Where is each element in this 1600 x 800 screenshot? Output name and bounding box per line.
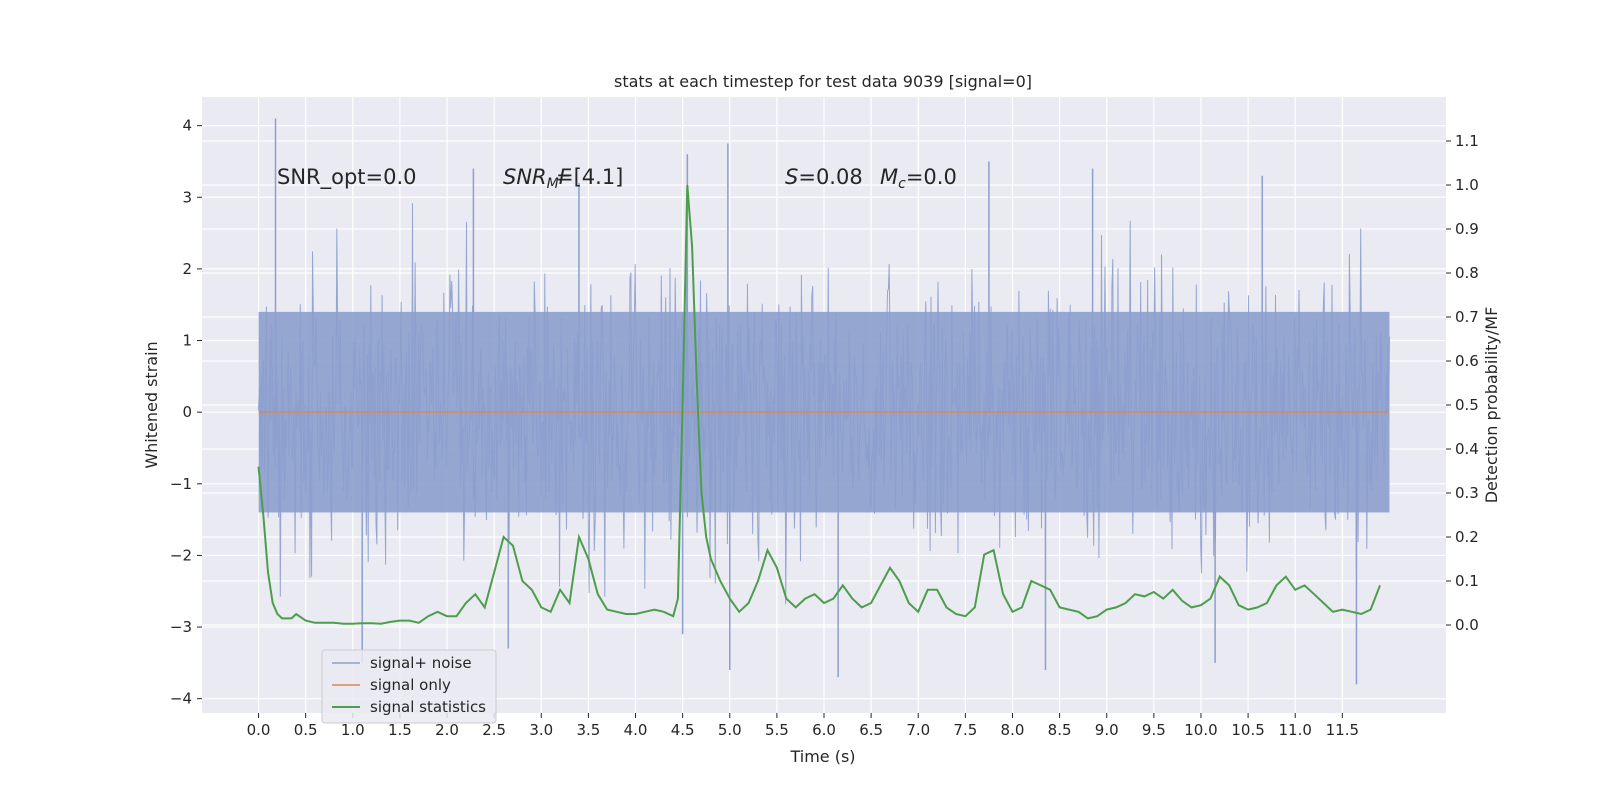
y-tick-label: −3 <box>170 618 192 636</box>
y2-tick-label: 0.8 <box>1455 264 1479 282</box>
x-tick-label: 3.0 <box>529 721 553 739</box>
x-tick-label: 11.0 <box>1279 721 1312 739</box>
x-tick-label: 9.5 <box>1142 721 1166 739</box>
y-tick-label: 3 <box>182 188 192 206</box>
y-tick-label: 2 <box>182 260 192 278</box>
x-tick-label: 9.0 <box>1095 721 1119 739</box>
y2-tick-label: 0.3 <box>1455 484 1479 502</box>
y2-axis-label: Detection probability/MF <box>1482 307 1501 504</box>
legend-label-signal-only: signal only <box>370 676 451 694</box>
annotation-s-var: S <box>785 165 798 189</box>
annotation-mc-sub: c <box>898 176 906 192</box>
y-tick-label: 4 <box>182 117 192 135</box>
y2-tick-label: 0.2 <box>1455 528 1479 546</box>
y-axis-label: Whitened strain <box>142 341 161 468</box>
y2-tick-label: 0.1 <box>1455 572 1479 590</box>
legend-label-signal-statistics: signal statistics <box>370 698 486 716</box>
y-tick-label: −4 <box>170 690 192 708</box>
annotation-mc: Mc=0.0 <box>880 165 957 192</box>
x-tick-label: 7.0 <box>906 721 930 739</box>
series-signal-statistics <box>257 184 1381 625</box>
annotation-mc-value: =0.0 <box>906 165 957 189</box>
y-tick-label: −2 <box>170 546 192 564</box>
x-tick-label: 6.0 <box>812 721 836 739</box>
x-tick-label: 0.5 <box>294 721 318 739</box>
y-tick-label: 1 <box>182 332 192 350</box>
noise-trace <box>258 203 1390 605</box>
legend: signal+ noise signal only signal statist… <box>321 649 497 724</box>
chart-title: stats at each timestep for test data 903… <box>614 72 1032 91</box>
annotation-snr-mf-main: SNR <box>503 165 547 189</box>
y2-tick-label: 0.4 <box>1455 440 1479 458</box>
y2-axis-ticks: 0.0 0.1 0.2 0.3 0.4 0.5 0.6 0.7 0.8 0.9 1.0 1.1 <box>1446 132 1479 634</box>
y2-tick-label: 0.6 <box>1455 352 1479 370</box>
x-axis-ticks: 0.0 0.5 1.0 1.5 2.0 2.5 3.0 3.5 4.0 4.5 5.0 5.5 6.0 6… <box>247 713 1359 739</box>
y-tick-label: 0 <box>182 403 192 421</box>
annotation-s: S=0.08 <box>785 165 863 189</box>
x-tick-label: 2.5 <box>482 721 506 739</box>
x-tick-label: 1.0 <box>341 721 365 739</box>
legend-label-signal-noise: signal+ noise <box>370 654 472 672</box>
y2-tick-label: 1.1 <box>1455 132 1479 150</box>
annotation-s-value: =0.08 <box>798 165 862 189</box>
x-tick-label: 0.0 <box>247 721 271 739</box>
legend-box <box>321 649 497 724</box>
x-tick-label: 4.0 <box>624 721 648 739</box>
x-tick-label: 8.5 <box>1048 721 1072 739</box>
x-tick-label: 11.5 <box>1326 721 1359 739</box>
x-tick-label: 10.0 <box>1184 721 1217 739</box>
x-tick-label: 1.5 <box>388 721 412 739</box>
x-tick-label: 5.0 <box>718 721 742 739</box>
y-tick-label: −1 <box>170 475 192 493</box>
y2-tick-label: 0.9 <box>1455 220 1479 238</box>
statistics-line <box>257 184 1381 625</box>
x-tick-label: 6.5 <box>859 721 883 739</box>
y2-tick-label: 0.0 <box>1455 616 1479 634</box>
x-tick-label: 3.5 <box>576 721 600 739</box>
y2-tick-label: 1.0 <box>1455 176 1479 194</box>
annotation-mc-var: M <box>880 165 898 189</box>
x-axis-label: Time (s) <box>789 747 855 766</box>
x-tick-label: 8.0 <box>1001 721 1025 739</box>
x-tick-label: 4.5 <box>671 721 695 739</box>
annotation-snr-mf-italic: F <box>559 165 572 189</box>
annotation-snr-mf: SNRMF <box>503 165 572 192</box>
annotation-snr-mf-sub: M <box>547 176 559 192</box>
y2-tick-label: 0.7 <box>1455 308 1479 326</box>
x-tick-label: 10.5 <box>1231 721 1264 739</box>
y-axis-ticks: −4 −3 −2 −1 0 1 2 3 4 <box>170 117 202 708</box>
annotation-snr-opt: SNR_opt=0.0 <box>277 165 417 190</box>
annotation-snr-mf-value: =[4.1] <box>556 165 623 189</box>
x-tick-label: 5.5 <box>765 721 789 739</box>
x-tick-label: 7.5 <box>953 721 977 739</box>
x-tick-label: 2.0 <box>435 721 459 739</box>
y2-tick-label: 0.5 <box>1455 396 1479 414</box>
